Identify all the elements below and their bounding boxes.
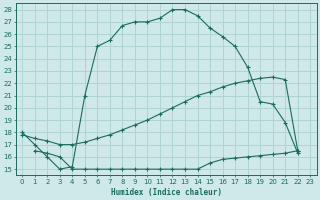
X-axis label: Humidex (Indice chaleur): Humidex (Indice chaleur) [111, 188, 222, 197]
